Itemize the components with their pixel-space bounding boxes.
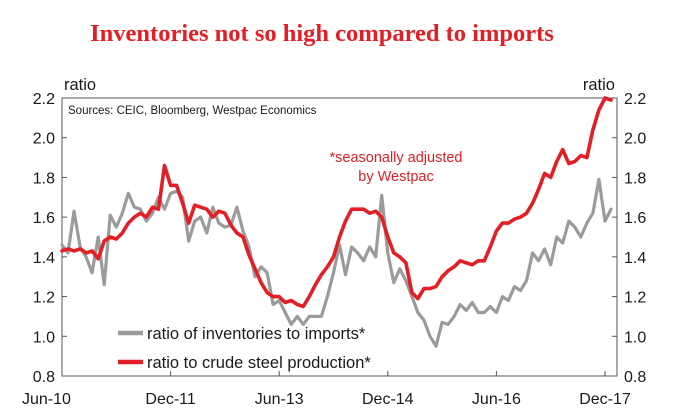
x-tick-label: Jun-13 bbox=[255, 391, 304, 408]
right-y-tick-label: 0.8 bbox=[624, 369, 646, 386]
right-y-tick-label: 1.4 bbox=[624, 250, 646, 267]
x-tick-label: Dec-14 bbox=[362, 391, 414, 408]
series-line-crude-steel-production bbox=[60, 96, 613, 309]
right-y-tick-label: 1.8 bbox=[624, 170, 646, 187]
right-axis-unit: ratio bbox=[583, 76, 615, 94]
left-y-tick-label: 1.8 bbox=[33, 170, 55, 187]
x-tick-label: Dec-17 bbox=[579, 391, 631, 408]
left-y-tick-label: 2.2 bbox=[33, 91, 55, 108]
left-y-tick-label: 2.0 bbox=[33, 131, 55, 148]
x-tick-label: Jun-10 bbox=[22, 391, 71, 408]
left-y-tick-label: 1.4 bbox=[33, 250, 55, 267]
left-y-tick-label: 1.0 bbox=[33, 329, 55, 346]
x-tick-label: Jun-16 bbox=[472, 391, 521, 408]
x-tick-label: Dec-11 bbox=[145, 391, 195, 408]
series-layer bbox=[60, 96, 613, 348]
axes-layer bbox=[61, 97, 618, 377]
chart-legend: ratio of inventories to imports* ratio t… bbox=[118, 325, 371, 372]
left-y-tick-label: 0.8 bbox=[33, 369, 55, 386]
annotation-line-1: *seasonally adjusted bbox=[329, 150, 462, 166]
right-y-tick-label: 1.0 bbox=[624, 329, 646, 346]
left-axis-unit: ratio bbox=[64, 76, 96, 94]
right-y-tick-label: 1.6 bbox=[624, 210, 646, 227]
left-y-tick-label: 1.2 bbox=[33, 290, 55, 307]
plot-frame bbox=[61, 97, 618, 377]
series-line-inventories-to-imports bbox=[60, 177, 613, 348]
chart-title: Inventories not so high compared to impo… bbox=[90, 20, 554, 47]
legend-label-inventories-imports: ratio of inventories to imports* bbox=[147, 325, 366, 343]
ticks-layer: 0.8 0.8 1.0 1.0 1.2 1.2 1.4 1.4 1.6 1.6 1.8 1.8 2.0 2… bbox=[22, 91, 646, 408]
left-y-tick-label: 1.6 bbox=[33, 210, 55, 227]
annotation-line-2: by Westpac bbox=[358, 169, 434, 185]
chart-source: Sources: CEIC, Bloomberg, Westpac Econom… bbox=[68, 105, 317, 117]
legend-label-crude-steel: ratio to crude steel production* bbox=[147, 354, 371, 372]
right-y-tick-label: 1.2 bbox=[624, 290, 646, 307]
right-y-tick-label: 2.0 bbox=[624, 131, 646, 148]
right-y-tick-label: 2.2 bbox=[624, 91, 646, 108]
